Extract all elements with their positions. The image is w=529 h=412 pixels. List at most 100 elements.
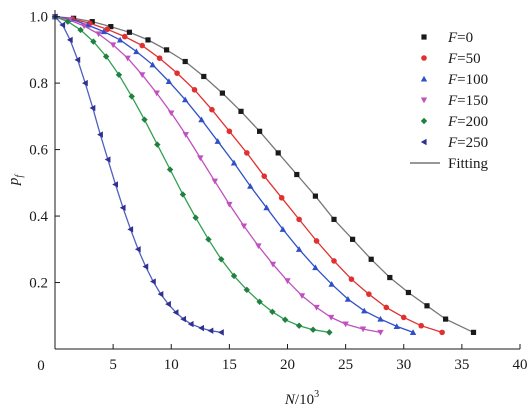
data-point xyxy=(269,308,276,315)
data-point xyxy=(400,314,407,321)
x-axis-sup: 3 xyxy=(314,389,319,400)
data-point xyxy=(393,323,400,329)
data-point xyxy=(201,73,207,80)
data-point xyxy=(180,315,187,323)
data-point xyxy=(331,258,337,264)
data-point xyxy=(182,132,189,138)
data-point xyxy=(97,131,103,138)
data-point xyxy=(211,178,219,185)
data-point xyxy=(142,263,149,270)
data-point xyxy=(108,24,114,30)
data-point xyxy=(331,216,337,222)
y-tick-label: 0.2 xyxy=(29,276,48,292)
data-point xyxy=(296,216,302,223)
data-point xyxy=(112,181,119,188)
data-point xyxy=(95,31,102,38)
data-point xyxy=(284,278,291,285)
series-group xyxy=(51,13,417,335)
data-point xyxy=(165,300,171,308)
legend-label: F=50 xyxy=(447,51,481,67)
data-point xyxy=(90,38,97,45)
legend-marker xyxy=(420,97,428,104)
data-point xyxy=(312,264,319,271)
data-point xyxy=(157,290,164,298)
data-point xyxy=(192,214,199,221)
data-point xyxy=(313,238,320,244)
data-point xyxy=(165,78,173,85)
data-point xyxy=(294,171,300,178)
legend-marker xyxy=(420,75,428,82)
data-point xyxy=(156,55,163,61)
data-point xyxy=(261,173,268,179)
x-tick-label: 15 xyxy=(222,357,237,373)
data-point xyxy=(368,256,374,262)
series-group xyxy=(52,13,445,336)
legend-marker xyxy=(421,34,427,40)
data-point xyxy=(313,304,320,311)
data-point xyxy=(230,159,238,166)
data-point xyxy=(80,23,88,30)
data-point xyxy=(226,128,233,135)
y-tick-label: 0.8 xyxy=(29,76,48,92)
data-point xyxy=(154,141,161,148)
data-point xyxy=(405,289,411,296)
data-point xyxy=(263,204,270,211)
data-point xyxy=(240,223,248,230)
y-tick-label: 1.0 xyxy=(29,10,48,26)
y-axis-sub: f xyxy=(14,174,25,178)
data-point xyxy=(121,33,128,40)
data-point xyxy=(209,106,215,113)
data-point xyxy=(256,298,263,306)
data-point xyxy=(182,96,189,103)
series-group xyxy=(51,13,224,336)
data-point xyxy=(116,36,124,43)
data-point xyxy=(134,246,141,253)
y-axis-var: p xyxy=(6,177,22,186)
data-point xyxy=(145,37,151,43)
y-axis-title: pf xyxy=(6,174,25,187)
data-point xyxy=(383,304,390,311)
data-point xyxy=(128,93,135,100)
data-point xyxy=(269,261,277,268)
data-point xyxy=(153,90,160,97)
data-point xyxy=(64,18,71,25)
data-point xyxy=(327,314,335,321)
data-point xyxy=(361,307,368,314)
x-axis-rest: /10 xyxy=(295,392,314,408)
legend-label: F=100 xyxy=(447,72,488,88)
legend-fitting-label: Fitting xyxy=(448,156,489,172)
data-point xyxy=(409,329,417,335)
data-point xyxy=(141,116,148,123)
data-point xyxy=(387,274,393,281)
x-tick-label: 35 xyxy=(454,357,469,373)
data-point xyxy=(133,48,140,55)
data-point xyxy=(115,71,123,79)
data-point xyxy=(218,256,225,263)
data-point xyxy=(102,53,110,60)
x-tick-label: 10 xyxy=(164,357,179,373)
series-line xyxy=(54,16,222,334)
data-point xyxy=(275,150,281,156)
x-ticks: 5 10 15 20 25 30 35 40 xyxy=(109,344,528,373)
legend: F=0 F=50 F=100 F=150 F=200 F=250 Fitting xyxy=(410,30,489,172)
data-point xyxy=(342,321,349,328)
data-point xyxy=(198,324,205,332)
data-point xyxy=(187,320,194,328)
data-point xyxy=(418,322,424,329)
legend-label: F=250 xyxy=(447,135,488,151)
data-point xyxy=(295,246,303,252)
data-point xyxy=(205,236,212,243)
legend-label: F=150 xyxy=(447,93,488,109)
series-line xyxy=(54,15,330,334)
data-point xyxy=(124,55,131,62)
data-point xyxy=(59,21,66,29)
data-point xyxy=(182,58,188,65)
x-axis-var: N xyxy=(284,392,296,408)
data-point xyxy=(328,280,335,287)
data-point xyxy=(198,116,205,123)
origin-label: 0 xyxy=(37,358,45,374)
data-point xyxy=(150,278,156,285)
data-point xyxy=(82,79,88,87)
data-point xyxy=(219,90,225,96)
x-tick-label: 40 xyxy=(513,357,528,373)
